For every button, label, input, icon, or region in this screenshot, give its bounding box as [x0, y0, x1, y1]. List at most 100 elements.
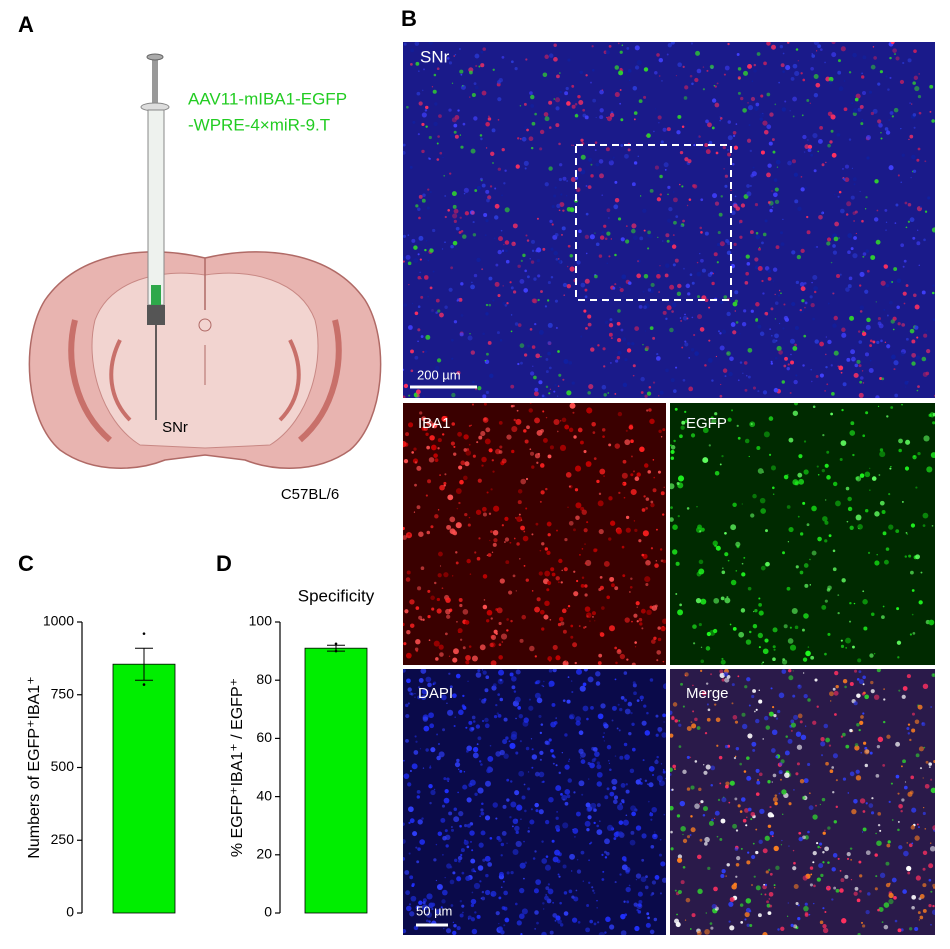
cell: [455, 522, 462, 529]
cell: [917, 147, 921, 151]
cell: [870, 255, 876, 260]
cell: [417, 340, 419, 343]
cell: [829, 769, 834, 774]
cell: [487, 195, 492, 200]
cell: [835, 684, 839, 689]
cell: [911, 613, 914, 616]
cell: [909, 738, 912, 742]
cell: [557, 258, 560, 260]
cell: [775, 865, 780, 871]
cell: [571, 144, 573, 146]
cell: [643, 274, 649, 279]
cell: [807, 830, 810, 834]
cell: [529, 328, 533, 331]
cell: [672, 524, 678, 530]
cell: [802, 78, 806, 82]
cell: [657, 236, 659, 238]
cell: [871, 797, 874, 800]
cell: [614, 253, 617, 257]
cell: [682, 833, 684, 836]
cell: [521, 136, 527, 142]
cell: [814, 246, 817, 249]
iba1-image: [403, 403, 666, 665]
cell: [616, 321, 621, 326]
cell: [850, 421, 855, 426]
cell: [757, 390, 760, 393]
cell: [531, 590, 534, 592]
cell: [796, 762, 800, 766]
cell: [562, 864, 567, 869]
cell: [444, 195, 447, 197]
cell: [568, 760, 570, 762]
cell: [813, 42, 819, 46]
cell: [503, 890, 508, 896]
cell: [711, 281, 715, 286]
cell: [639, 622, 643, 626]
cell: [864, 694, 869, 700]
cell: [696, 261, 699, 264]
cell: [633, 613, 638, 618]
cell: [648, 385, 652, 389]
cell: [449, 528, 456, 535]
cell: [658, 122, 660, 124]
cell: [820, 212, 824, 215]
cell: [672, 549, 678, 555]
cell: [867, 551, 871, 555]
cell: [439, 484, 445, 491]
cell: [775, 755, 779, 759]
cell: [630, 805, 637, 812]
cell: [830, 364, 833, 367]
cell: [632, 683, 637, 688]
cell: [561, 608, 567, 614]
cell: [644, 394, 648, 398]
cell: [902, 889, 907, 894]
cell: [916, 158, 920, 162]
cell: [742, 108, 747, 113]
cell: [536, 597, 541, 602]
cell: [601, 853, 604, 856]
cell: [471, 727, 475, 731]
cell: [534, 323, 537, 326]
cell: [817, 536, 822, 542]
cell: [865, 509, 869, 513]
cell: [645, 345, 650, 350]
cell: [793, 379, 798, 385]
cell: [560, 233, 563, 236]
cell: [702, 427, 709, 434]
cell: [769, 904, 773, 908]
cell: [525, 507, 528, 510]
cell: [810, 303, 815, 308]
cell: [551, 839, 555, 843]
cell: [541, 394, 545, 398]
cell: [587, 322, 592, 327]
cell: [906, 842, 909, 844]
cell: [501, 906, 506, 910]
y-axis-label: % EGFP⁺IBA1⁺ / EGFP⁺: [229, 678, 246, 857]
cell: [759, 808, 765, 815]
cell: [619, 873, 622, 876]
cell: [441, 899, 446, 904]
cell: [494, 215, 499, 220]
cell: [534, 681, 538, 685]
cell: [428, 157, 431, 160]
cell: [858, 392, 864, 398]
cell: [916, 389, 919, 392]
cell: [930, 778, 933, 781]
cell: [620, 696, 625, 700]
cell: [469, 573, 472, 575]
cell: [923, 806, 925, 809]
cell: [571, 895, 575, 899]
cell: [693, 333, 696, 337]
cell: [510, 780, 513, 783]
cell: [445, 928, 452, 934]
cell: [761, 663, 763, 665]
cell: [428, 920, 431, 923]
cell: [538, 380, 543, 385]
cell: [781, 107, 787, 112]
cell: [906, 865, 912, 872]
cell: [677, 609, 684, 616]
cell: [804, 911, 809, 916]
cell: [803, 469, 809, 475]
cell: [625, 515, 630, 520]
cell: [721, 570, 726, 575]
